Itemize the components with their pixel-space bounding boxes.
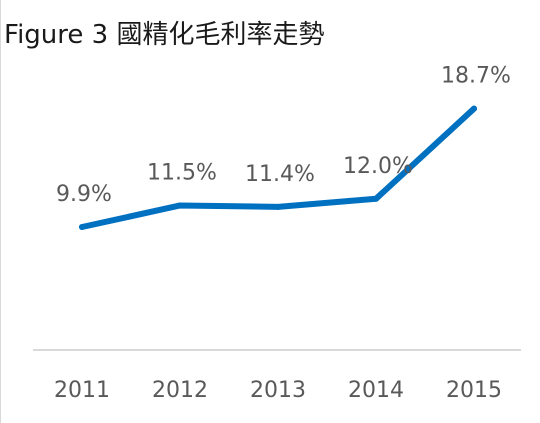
data-point-2011 <box>79 224 85 230</box>
data-label-2012: 11.5% <box>147 160 217 185</box>
x-tick-label-2012: 2012 <box>152 378 208 403</box>
data-point-2014 <box>373 195 379 202</box>
x-tick-label-2014: 2014 <box>348 378 404 403</box>
data-point-2015 <box>471 105 477 112</box>
x-tick-label-2015: 2015 <box>446 378 502 403</box>
data-label-2013: 11.4% <box>245 162 315 187</box>
data-point-2012 <box>177 202 183 209</box>
left-border-line <box>0 0 1 423</box>
x-tick-label-2011: 2011 <box>54 378 110 403</box>
data-point-2013 <box>275 203 281 210</box>
chart-title: Figure 3 國精化毛利率走勢 <box>4 20 325 50</box>
x-tick-label-2013: 2013 <box>250 378 306 403</box>
data-label-2015: 18.7% <box>441 64 511 89</box>
data-label-2014: 12.0% <box>343 154 413 179</box>
data-label-2011: 9.9% <box>56 182 112 207</box>
